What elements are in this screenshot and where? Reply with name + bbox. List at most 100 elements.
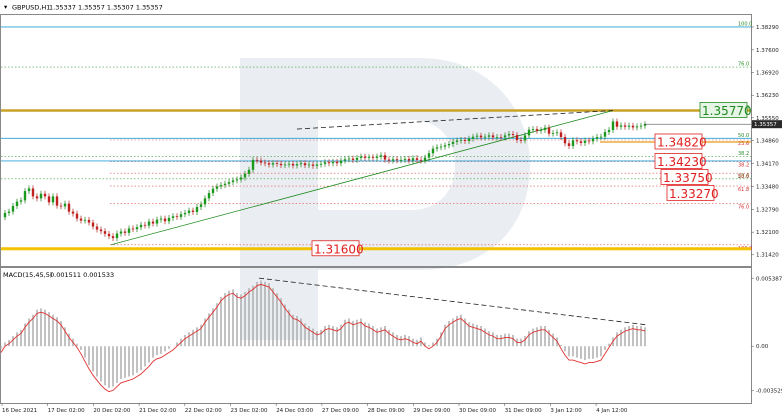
symbol-label: GBPUSD,H1 xyxy=(12,4,50,12)
candle-body-120 xyxy=(479,135,483,138)
candle-body-159 xyxy=(635,126,639,128)
time-tick-label-4: 22 Dec 02:00 xyxy=(185,408,222,414)
candle-body-86 xyxy=(343,159,347,161)
macd-tick-label-0: 0.005387 xyxy=(756,276,782,282)
candle-body-22 xyxy=(87,219,91,223)
candle-body-90 xyxy=(359,156,363,158)
candle-body-30 xyxy=(119,231,123,234)
candle-body-129 xyxy=(515,135,519,141)
level-box-2 xyxy=(654,153,703,169)
candle-body-112 xyxy=(447,143,451,146)
candle-body-5 xyxy=(19,200,23,202)
candle-body-155 xyxy=(619,125,623,127)
candle-body-27 xyxy=(107,233,111,237)
candle-body-156 xyxy=(623,125,627,127)
candle-body-143 xyxy=(571,140,575,146)
candle-body-101 xyxy=(403,158,407,160)
candle-body-114 xyxy=(455,140,459,142)
level-box-5 xyxy=(311,240,360,257)
candle-body-97 xyxy=(387,159,391,161)
macd-panel-frame xyxy=(0,267,752,404)
candle-body-37 xyxy=(147,221,151,226)
dropdown-icon[interactable]: ▾ xyxy=(4,3,8,11)
fib-green-label-3: 50.0 xyxy=(738,133,749,139)
candle-body-32 xyxy=(127,228,131,233)
candle-body-17 xyxy=(67,203,71,212)
candle-body-104 xyxy=(415,158,419,160)
candle-body-152 xyxy=(607,130,611,133)
candle-body-64 xyxy=(255,159,259,161)
candle-body-130 xyxy=(519,140,523,141)
candle-body-139 xyxy=(555,132,559,134)
candle-body-24 xyxy=(95,226,99,230)
candle-body-18 xyxy=(71,211,75,214)
candle-body-45 xyxy=(179,214,183,217)
time-tick-label-8: 28 Dec 09:00 xyxy=(368,408,405,414)
candle-body-70 xyxy=(279,163,283,166)
candle-body-76 xyxy=(303,163,307,166)
candle-body-94 xyxy=(375,156,379,158)
candle-body-71 xyxy=(283,164,287,166)
time-tick-label-1: 17 Dec 02:00 xyxy=(48,408,85,414)
macd-signal-line xyxy=(0,283,646,393)
candle-body-102 xyxy=(407,158,411,161)
candle-body-95 xyxy=(379,155,383,157)
candle-body-110 xyxy=(439,146,443,148)
candle-body-81 xyxy=(323,162,327,164)
candle-body-28 xyxy=(111,236,115,239)
macd-tick-label-2: -0.003529 xyxy=(756,389,782,395)
candle-body-44 xyxy=(175,216,179,218)
time-axis: 16 Dec 2021 17 Dec 02:00 20 Dec 02:00 21 De… xyxy=(1,403,628,414)
candle-body-153 xyxy=(611,121,615,131)
price-tick-label-2: 1.36920 xyxy=(756,70,779,76)
candle-body-36 xyxy=(143,224,147,226)
level-box-4 xyxy=(666,184,715,201)
price-tick-label-7: 1.33480 xyxy=(756,184,779,190)
time-tick-label-3: 21 Dec 02:00 xyxy=(139,408,176,414)
time-tick-label-11: 31 Dec 09:00 xyxy=(505,408,542,414)
macd-values: 0.001511 0.001533 xyxy=(50,271,114,279)
candle-body-54 xyxy=(215,186,219,189)
fib-red-label-3: 61.8 xyxy=(738,187,749,193)
candle-body-132 xyxy=(527,129,531,136)
fib-red-label-1: 38.2 xyxy=(738,163,749,169)
candle-body-137 xyxy=(547,127,551,134)
candle-body-88 xyxy=(351,158,355,160)
candle-body-96 xyxy=(383,155,387,160)
time-tick-label-6: 24 Dec 03:00 xyxy=(276,408,313,414)
candle-body-8 xyxy=(31,188,35,197)
candle-body-62 xyxy=(247,169,251,174)
candle-body-128 xyxy=(511,134,515,136)
candle-body-59 xyxy=(235,179,239,181)
candle-body-46 xyxy=(183,212,187,215)
time-tick-label-13: 4 Jan 12:00 xyxy=(596,408,628,414)
level-box-3 xyxy=(660,169,709,185)
candle-body-19 xyxy=(75,213,79,219)
candle-body-34 xyxy=(135,227,139,230)
candle-body-49 xyxy=(195,206,199,212)
candle-body-60 xyxy=(239,177,243,180)
candle-body-144 xyxy=(575,140,579,142)
candle-body-116 xyxy=(463,140,467,141)
candle-body-9 xyxy=(35,196,39,199)
candle-body-134 xyxy=(535,129,539,131)
candle-body-106 xyxy=(423,157,427,161)
candle-body-58 xyxy=(231,180,235,183)
level-label-3: 1.33750 xyxy=(663,171,713,185)
candle-body-126 xyxy=(503,135,507,138)
candle-body-38 xyxy=(151,221,155,224)
candle-body-63 xyxy=(251,159,255,170)
candle-body-73 xyxy=(291,163,295,166)
candle-body-13 xyxy=(51,196,55,203)
candle-body-89 xyxy=(355,157,359,160)
candle-body-154 xyxy=(615,121,619,127)
candle-body-43 xyxy=(171,216,175,218)
candle-body-21 xyxy=(83,219,87,221)
candle-body-6 xyxy=(23,191,27,201)
candle-body-85 xyxy=(339,160,343,164)
candle-body-142 xyxy=(567,143,571,146)
candle-body-23 xyxy=(91,222,95,227)
price-tick-label-4: 1.35550 xyxy=(756,116,779,122)
candle-body-127 xyxy=(507,134,511,136)
